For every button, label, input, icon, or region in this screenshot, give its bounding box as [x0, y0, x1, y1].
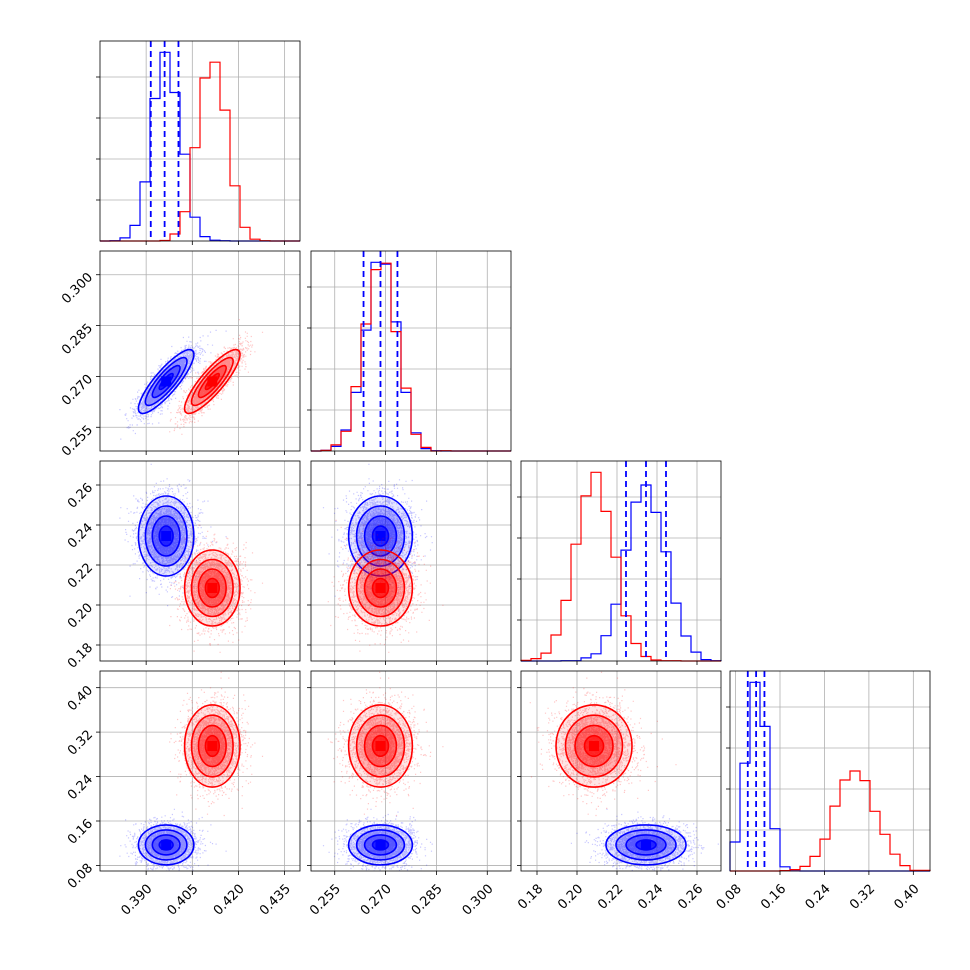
- density-peak: [641, 839, 651, 850]
- x-tick-label: 0.24: [635, 882, 666, 913]
- y-tick-label: 0.16: [65, 816, 96, 847]
- density-peak: [375, 583, 386, 593]
- density-peak: [207, 583, 218, 593]
- x-tick-label: 0.420: [211, 882, 248, 919]
- panel-frame: [729, 670, 931, 872]
- histogram-panel: [517, 460, 722, 662]
- panel-frame: [99, 670, 301, 872]
- density-peak: [375, 839, 386, 850]
- y-tick-label: 0.18: [65, 640, 96, 671]
- scatter-content: [529, 671, 719, 871]
- panel-frame: [99, 250, 301, 452]
- x-tick-label: 0.285: [409, 882, 446, 919]
- x-tick-label: 0.16: [758, 882, 789, 913]
- scatter-panel: [310, 460, 512, 662]
- density-peak: [375, 741, 386, 751]
- scatter-panel: [99, 460, 301, 662]
- x-tick-label: 0.26: [675, 882, 706, 913]
- histogram-series: [100, 61, 300, 242]
- histogram-series: [729, 681, 930, 872]
- scatter-content: [322, 463, 444, 653]
- histogram-series: [520, 471, 721, 662]
- y-tick-label: 0.20: [65, 600, 96, 631]
- scatter-content: [322, 671, 444, 871]
- panel-frame: [310, 670, 512, 872]
- x-tick-label: 0.255: [307, 882, 344, 919]
- x-tick-label: 0.405: [165, 882, 202, 919]
- x-tick-label: 0.390: [118, 882, 155, 919]
- y-tick-label: 0.24: [65, 520, 96, 551]
- histogram-series: [311, 262, 511, 452]
- panel-frame: [520, 670, 722, 872]
- density-peak: [589, 741, 599, 751]
- y-tick-label: 0.285: [59, 321, 96, 358]
- y-tick-label: 0.08: [65, 861, 96, 892]
- x-tick-label: 0.22: [595, 882, 626, 913]
- panel-frame: [520, 460, 722, 662]
- panel-frame: [310, 250, 512, 452]
- panel-frame: [310, 460, 512, 662]
- scatter-panel: [99, 670, 301, 872]
- x-tick-label: 0.20: [555, 882, 586, 913]
- y-tick-label: 0.300: [59, 270, 96, 307]
- y-tick-label: 0.24: [65, 772, 96, 803]
- x-tick-label: 0.270: [358, 882, 395, 919]
- scatter-panel: [310, 670, 512, 872]
- y-tick-label: 0.255: [59, 423, 96, 460]
- panel-frame: [99, 460, 301, 662]
- density-peak: [161, 839, 172, 850]
- density-peak: [375, 531, 386, 541]
- y-tick-label: 0.26: [65, 480, 96, 511]
- x-tick-label: 0.18: [515, 882, 546, 913]
- x-tick-label: 0.08: [714, 882, 745, 913]
- y-tick-label: 0.40: [65, 683, 96, 714]
- x-tick-label: 0.300: [460, 882, 497, 919]
- x-tick-label: 0.40: [892, 882, 923, 913]
- density-peak: [161, 376, 172, 387]
- density-peak: [207, 741, 218, 751]
- y-tick-label: 0.270: [59, 372, 96, 409]
- x-tick-label: 0.435: [257, 882, 294, 919]
- scatter-panel: [99, 250, 301, 452]
- y-tick-label: 0.22: [65, 560, 96, 591]
- histogram-series: [730, 770, 931, 872]
- histogram-panel: [726, 670, 931, 872]
- scatter-content: [119, 671, 264, 871]
- histogram-panel: [96, 40, 301, 242]
- x-tick-label: 0.24: [803, 882, 834, 913]
- y-tick-label: 0.32: [65, 728, 96, 759]
- histogram-panel: [307, 250, 512, 452]
- density-peak: [161, 531, 172, 541]
- scatter-panel: [520, 670, 722, 872]
- density-peak: [207, 376, 218, 387]
- scatter-content: [119, 319, 264, 440]
- scatter-content: [119, 463, 264, 653]
- x-tick-label: 0.32: [847, 882, 878, 913]
- panel-frame: [99, 40, 301, 242]
